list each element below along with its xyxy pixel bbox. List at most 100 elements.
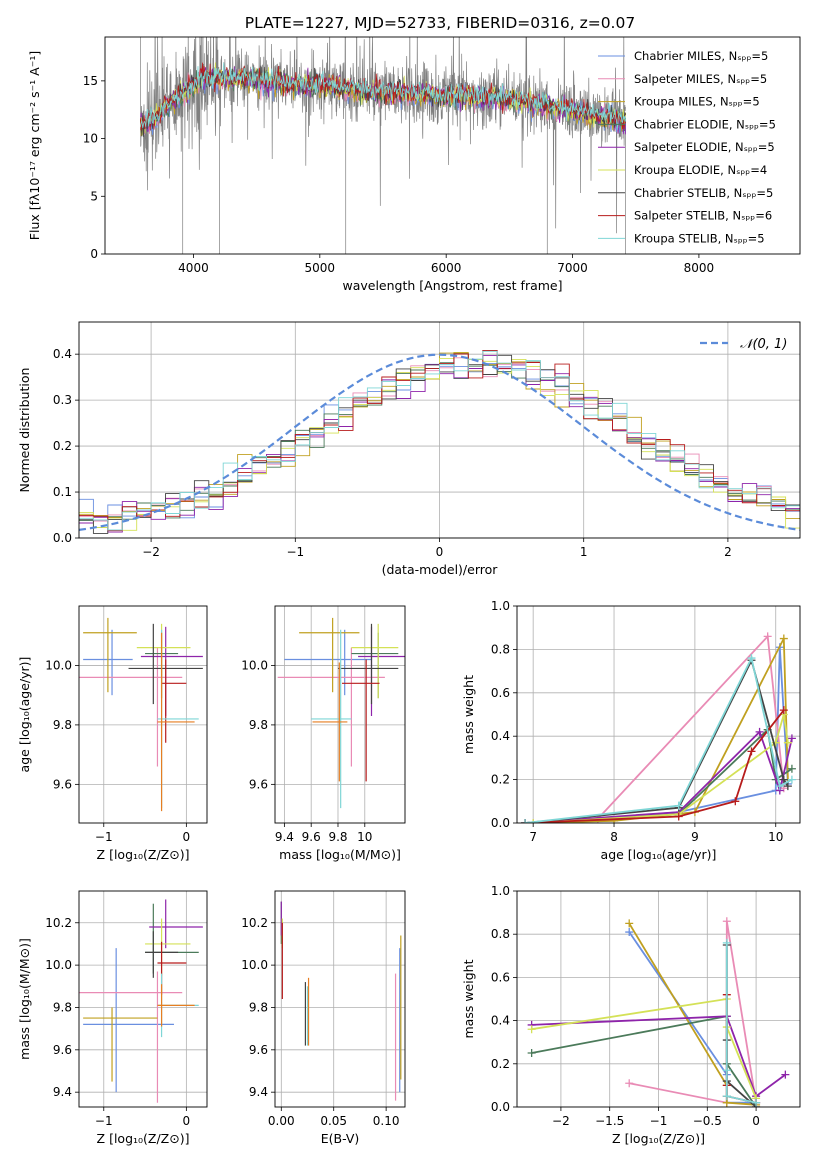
x-tick-label: 9.6 — [302, 830, 321, 844]
legend-entry: Kroupa STELIB, Nₛₚₚ=5 — [634, 231, 765, 245]
y-axis-label: mass weight — [461, 675, 476, 754]
plot-area-spectrum — [140, 37, 626, 254]
weight-marker — [747, 654, 756, 663]
x-tick-label: 9 — [691, 830, 699, 844]
weight-marker — [625, 1079, 634, 1088]
y-tick-label: 0.2 — [53, 439, 72, 453]
y-tick-label: 0.1 — [53, 485, 72, 499]
panel-age-vs-mass: 9.4 9.6 9.8 10 9.6 9.8 10.0 mass [log₁₀(M/M⊙)] — [241, 605, 406, 862]
panel-massweight-vs-age: 7 8 9 10 0.0 0.2 0.4 0.6 0.8 1.0 age [log₁₀(age/yr… — [461, 599, 801, 862]
x-tick-label: −2 — [552, 1114, 570, 1128]
plot-area-massweight-vs-Z — [517, 891, 800, 1107]
weight-marker — [779, 634, 788, 643]
plot-area-mass-vs-ebv — [275, 891, 405, 1107]
observed-spectrum — [140, 37, 626, 234]
weight-marker — [763, 632, 772, 641]
x-tick-label: 0.05 — [320, 1114, 347, 1128]
weight-line-6 — [533, 714, 789, 823]
weight-line-1 — [525, 647, 789, 823]
weight-line-5 — [531, 1015, 786, 1098]
weight-marker — [775, 782, 784, 791]
legend: Chabrier MILES, Nₛₚₚ=5 Salpeter MILES, Nₛ… — [598, 49, 776, 245]
plot-area-mass-vs-Z — [79, 891, 207, 1107]
y-tick-label: 0.3 — [53, 393, 72, 407]
y-tick-label: 9.4 — [249, 1085, 268, 1099]
weight-line-8 — [525, 709, 785, 823]
weight-marker — [674, 812, 683, 821]
weight-marker — [787, 764, 796, 773]
x-tick-label: 0.10 — [373, 1114, 400, 1128]
panel-mass-vs-Z: −1 0 9.4 9.6 9.8 10.0 10.2 Z [log₁₀(Z/Z⊙)] mass … — [17, 890, 208, 1146]
x-axis-label: E(B-V) — [321, 1131, 360, 1146]
x-tick-label: 4000 — [178, 261, 209, 275]
x-tick-label: 1 — [580, 545, 588, 559]
y-axis-label: Normed distribution — [17, 368, 32, 493]
x-tick-label: 8 — [610, 830, 618, 844]
weight-marker — [755, 727, 764, 736]
y-tick-label: 0.4 — [53, 347, 72, 361]
y-tick-label: 0.8 — [491, 927, 510, 941]
plot-area-massweight-vs-age — [517, 606, 800, 823]
y-axis-label: mass weight — [461, 959, 476, 1038]
legend-entry: Kroupa MILES, Nₛₚₚ=5 — [634, 95, 760, 109]
x-tick-label: 0.00 — [268, 1114, 295, 1128]
x-tick-label: 0 — [183, 1114, 191, 1128]
weight-marker — [529, 819, 538, 823]
y-tick-label: 10.0 — [241, 958, 268, 972]
weight-marker — [722, 938, 731, 947]
weight-marker — [521, 819, 530, 823]
y-tick-label: 10.0 — [45, 658, 72, 672]
x-tick-label: −1.5 — [595, 1114, 624, 1128]
legend-entry: Salpeter MILES, Nₛₚₚ=5 — [634, 72, 767, 86]
panel-massweight-vs-Z: −2 −1.5 −1 −0.5 0 0.0 0.2 0.4 0.6 0.8 1.0 Z [log₁₀(… — [461, 884, 801, 1146]
legend-entry: Salpeter ELODIE, Nₛₚₚ=5 — [634, 140, 775, 154]
y-tick-label: 9.8 — [53, 1000, 72, 1014]
x-tick-label: 9.4 — [275, 830, 294, 844]
x-tick-label: 7 — [529, 830, 537, 844]
axes-frame — [516, 890, 801, 1108]
weight-marker — [625, 928, 634, 937]
figure-title: PLATE=1227, MJD=52733, FIBERID=0316, z=0… — [245, 14, 635, 32]
weight-marker — [674, 801, 683, 810]
axes-frame — [78, 605, 208, 824]
weight-line-2 — [533, 634, 785, 823]
x-axis-label: Z [log₁₀(Z/Z⊙)] — [97, 1131, 190, 1146]
weight-marker — [783, 738, 792, 747]
x-axis-label: wavelength [Angstrom, rest frame] — [342, 278, 562, 293]
y-tick-label: 0.0 — [491, 1100, 510, 1114]
weight-marker — [779, 775, 788, 784]
x-tick-label: −2 — [142, 545, 160, 559]
y-tick-label: 9.8 — [53, 718, 72, 732]
axes-frame — [78, 321, 801, 539]
y-tick-label: 10.2 — [45, 916, 72, 930]
panel-residuals: −2 −1 0 1 2 0.0 0.1 0.2 0.3 0.4 (data-model)/error… — [17, 321, 801, 577]
weight-line-4 — [531, 1015, 757, 1107]
y-tick-label: 9.6 — [53, 1043, 72, 1057]
y-tick-label: 9.6 — [249, 777, 268, 791]
weight-marker — [527, 1049, 536, 1057]
legend-entry: Salpeter STELIB, Nₛₚₚ=6 — [634, 209, 772, 223]
x-tick-label: 0 — [436, 545, 444, 559]
x-axis-label: (data-model)/error — [382, 562, 499, 577]
weight-line-9 — [725, 942, 757, 1104]
histogram-series-9 — [79, 350, 800, 531]
x-tick-label: 7000 — [557, 261, 588, 275]
x-tick-label: −0.5 — [693, 1114, 722, 1128]
legend-entry: Chabrier ELODIE, Nₛₚₚ=5 — [634, 117, 776, 131]
x-tick-label: 5000 — [305, 261, 336, 275]
legend-entry: Kroupa ELODIE, Nₛₚₚ=4 — [634, 163, 767, 177]
legend-entry: Chabrier MILES, Nₛₚₚ=5 — [634, 49, 768, 63]
weight-marker — [783, 782, 792, 791]
x-tick-label: 0 — [183, 830, 191, 844]
y-tick-label: 9.6 — [53, 777, 72, 791]
y-axis-label: Flux [fλ10⁻¹⁷ erg cm⁻² s⁻¹ A⁻¹] — [27, 51, 42, 240]
x-tick-label: 6000 — [431, 261, 462, 275]
y-tick-label: 1.0 — [491, 884, 510, 898]
histogram-series-8 — [79, 350, 800, 532]
y-tick-label: 0.6 — [491, 970, 510, 984]
y-tick-label: 0.2 — [491, 773, 510, 787]
y-tick-label: 5 — [90, 189, 98, 203]
y-tick-label: 0.0 — [53, 531, 72, 545]
weight-marker — [787, 775, 796, 784]
y-tick-label: 10.2 — [241, 916, 268, 930]
